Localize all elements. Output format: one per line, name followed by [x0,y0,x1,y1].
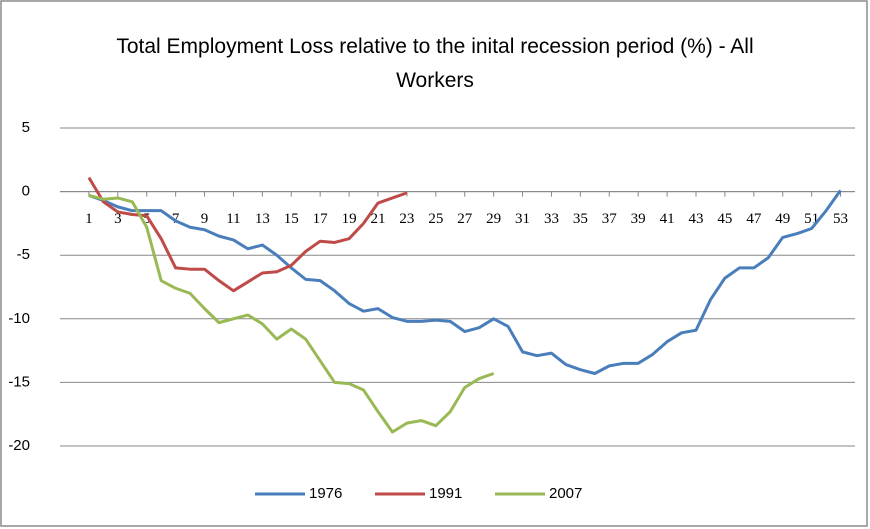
x-tick-label: 17 [313,211,329,227]
x-tick-label: 39 [631,211,646,227]
x-tick-label: 31 [515,211,530,227]
x-tick-label: 9 [201,211,209,227]
x-tick-label: 23 [399,211,414,227]
x-tick-label: 43 [689,211,704,227]
x-tick-label: 3 [114,211,122,227]
x-tick-label: 21 [371,211,386,227]
series-line [88,193,495,434]
legend-label: 1976 [309,485,342,502]
x-tick-label: 25 [428,211,443,227]
x-tick-label: 1 [85,211,93,227]
y-tick-label: -20 [8,437,30,454]
x-tick-label: 29 [486,211,501,227]
x-tick-label: 35 [573,211,588,227]
x-tick-label: 27 [457,211,473,227]
y-tick-label: -15 [8,373,30,390]
series-line [88,189,842,375]
y-tick-label: -5 [17,246,30,263]
x-tick-label: 7 [172,211,180,227]
x-tick-label: 51 [804,211,819,227]
x-tick-label: 53 [833,211,848,227]
y-tick-label: -10 [8,310,30,327]
chart-title: Total Employment Loss relative to the in… [116,35,754,92]
x-tick-label: 11 [226,211,240,227]
x-tick-label: 49 [775,211,790,227]
legend-label: 1991 [429,485,462,502]
x-tick-label: 33 [544,211,559,227]
x-tick-label: 41 [660,211,675,227]
x-tick-label: 45 [717,211,732,227]
x-tick-label: 13 [255,211,270,227]
series-line [87,176,408,293]
x-tick-label: 19 [342,211,357,227]
legend-label: 2007 [549,485,582,502]
x-tick-label: 15 [284,211,299,227]
x-tick-label: 5 [143,211,151,227]
x-tick-label: 47 [746,211,762,227]
y-tick-label: 0 [22,183,30,200]
x-tick-label: 37 [602,211,618,227]
y-tick-label: 5 [22,119,30,136]
